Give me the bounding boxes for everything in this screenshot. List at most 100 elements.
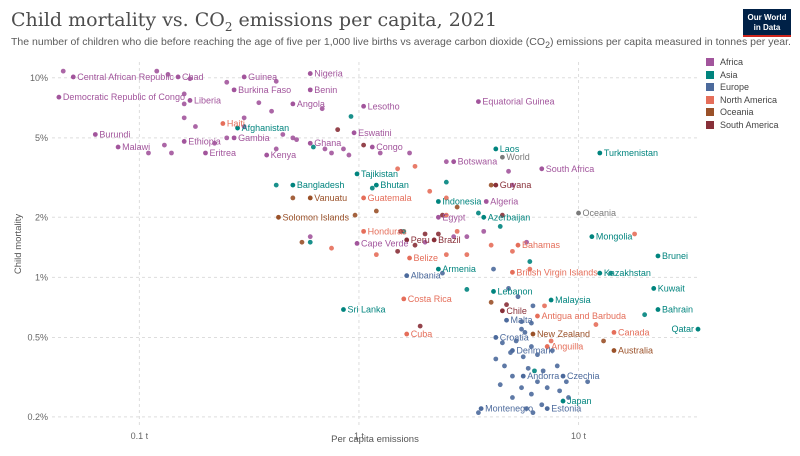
- data-point[interactable]: [161, 142, 167, 148]
- data-point[interactable]: [593, 322, 599, 327]
- data-point[interactable]: [443, 179, 449, 185]
- data-point[interactable]: [351, 130, 357, 136]
- data-point[interactable]: [464, 252, 470, 258]
- data-point[interactable]: [519, 326, 524, 332]
- data-point[interactable]: [435, 266, 441, 272]
- legend-item[interactable]: Asia: [706, 69, 779, 82]
- data-point[interactable]: [476, 99, 481, 104]
- data-point[interactable]: [169, 150, 174, 156]
- data-point[interactable]: [493, 335, 499, 340]
- data-point[interactable]: [307, 234, 313, 240]
- data-point[interactable]: [506, 168, 511, 174]
- data-point[interactable]: [187, 76, 193, 82]
- data-point[interactable]: [175, 74, 181, 80]
- data-point[interactable]: [290, 195, 296, 201]
- data-point[interactable]: [695, 326, 701, 332]
- data-point[interactable]: [566, 395, 571, 400]
- data-point[interactable]: [497, 382, 503, 388]
- data-point[interactable]: [464, 287, 470, 292]
- data-point[interactable]: [273, 78, 279, 84]
- data-point[interactable]: [203, 150, 208, 156]
- data-point[interactable]: [181, 91, 187, 97]
- data-point[interactable]: [506, 286, 511, 291]
- legend-item[interactable]: North America: [706, 94, 779, 107]
- legend-item[interactable]: Africa: [706, 56, 779, 69]
- data-point[interactable]: [369, 144, 375, 150]
- data-point[interactable]: [528, 344, 534, 349]
- data-point[interactable]: [548, 297, 554, 303]
- data-point[interactable]: [544, 385, 550, 391]
- data-point[interactable]: [422, 231, 428, 237]
- data-point[interactable]: [220, 121, 226, 126]
- data-point[interactable]: [510, 348, 515, 353]
- legend-item[interactable]: Oceania: [706, 106, 779, 119]
- data-point[interactable]: [478, 406, 484, 412]
- data-point[interactable]: [499, 308, 505, 314]
- data-point[interactable]: [352, 212, 358, 218]
- data-point[interactable]: [515, 242, 521, 248]
- data-point[interactable]: [520, 373, 526, 379]
- data-point[interactable]: [488, 182, 494, 188]
- data-point[interactable]: [231, 135, 237, 141]
- data-point[interactable]: [532, 368, 537, 374]
- data-point[interactable]: [307, 195, 313, 201]
- data-point[interactable]: [483, 199, 489, 204]
- data-point[interactable]: [443, 212, 449, 218]
- data-point[interactable]: [307, 140, 313, 146]
- data-point[interactable]: [276, 214, 281, 220]
- data-point[interactable]: [451, 159, 457, 165]
- data-point[interactable]: [346, 152, 352, 158]
- data-point[interactable]: [299, 239, 305, 245]
- legend-item[interactable]: Europe: [706, 81, 779, 94]
- data-point[interactable]: [241, 74, 247, 80]
- data-point[interactable]: [651, 286, 657, 291]
- data-point[interactable]: [493, 356, 499, 362]
- data-point[interactable]: [264, 152, 270, 158]
- data-point[interactable]: [539, 402, 545, 408]
- data-point[interactable]: [256, 100, 262, 106]
- data-point[interactable]: [530, 410, 536, 416]
- data-point[interactable]: [395, 248, 401, 254]
- data-point[interactable]: [440, 212, 445, 218]
- data-point[interactable]: [504, 317, 509, 323]
- data-point[interactable]: [307, 87, 313, 93]
- data-point[interactable]: [491, 266, 496, 272]
- data-point[interactable]: [530, 331, 536, 337]
- data-point[interactable]: [499, 154, 505, 160]
- data-point[interactable]: [513, 338, 519, 344]
- data-point[interactable]: [519, 319, 524, 325]
- data-point[interactable]: [510, 373, 515, 379]
- data-point[interactable]: [181, 139, 187, 144]
- data-point[interactable]: [443, 159, 449, 165]
- data-point[interactable]: [115, 144, 121, 150]
- data-point[interactable]: [193, 124, 198, 129]
- data-point[interactable]: [554, 363, 560, 369]
- data-point[interactable]: [329, 245, 334, 251]
- owid-logo[interactable]: Our World in Data: [743, 9, 791, 37]
- data-point[interactable]: [165, 72, 171, 77]
- data-point[interactable]: [241, 124, 247, 129]
- data-point[interactable]: [544, 344, 550, 349]
- data-point[interactable]: [224, 79, 230, 85]
- data-point[interactable]: [369, 185, 375, 191]
- data-point[interactable]: [585, 379, 591, 385]
- data-point[interactable]: [212, 140, 217, 146]
- data-point[interactable]: [60, 68, 66, 74]
- data-point[interactable]: [589, 234, 595, 240]
- data-point[interactable]: [341, 307, 346, 312]
- data-point[interactable]: [497, 224, 503, 229]
- data-point[interactable]: [510, 248, 515, 254]
- data-point[interactable]: [535, 379, 540, 385]
- data-point[interactable]: [395, 166, 401, 172]
- data-point[interactable]: [464, 234, 470, 240]
- data-point[interactable]: [481, 214, 487, 220]
- data-point[interactable]: [488, 299, 494, 305]
- data-point[interactable]: [412, 242, 418, 248]
- data-point[interactable]: [519, 385, 524, 391]
- data-point[interactable]: [241, 115, 247, 121]
- data-point[interactable]: [290, 101, 296, 107]
- data-point[interactable]: [597, 150, 603, 156]
- data-point[interactable]: [493, 146, 499, 152]
- data-point[interactable]: [524, 406, 529, 412]
